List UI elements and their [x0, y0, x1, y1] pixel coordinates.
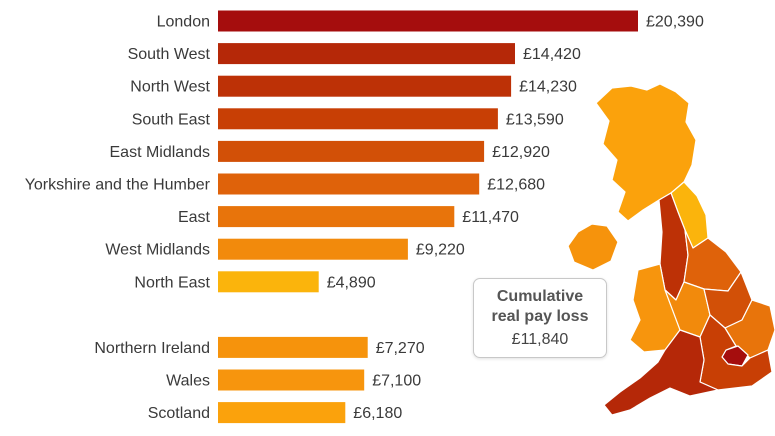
category-label: West Midlands: [105, 242, 210, 259]
callout-value: £11,840: [511, 331, 569, 348]
category-label: East: [178, 209, 211, 226]
category-label: London: [157, 14, 210, 31]
cumulative-pay-loss-callout: Cumulative real pay loss £11,840: [473, 278, 607, 358]
value-label: £6,180: [353, 405, 402, 422]
bar: [218, 43, 515, 65]
value-label: £20,390: [646, 14, 704, 31]
value-label: £14,420: [523, 46, 581, 63]
map-region-northern-ireland: [567, 223, 619, 271]
bar: [218, 369, 365, 391]
value-label: £7,100: [372, 373, 421, 390]
category-label: South East: [132, 111, 211, 128]
bar: [218, 271, 319, 293]
bar: [218, 75, 512, 97]
value-label: £12,920: [492, 144, 550, 161]
map-region-south-west: [603, 329, 719, 416]
bar: [218, 336, 368, 358]
callout-title: Cumulative real pay loss: [491, 288, 589, 325]
bar: [218, 108, 498, 130]
category-label: Northern Ireland: [94, 340, 210, 357]
value-label: £4,890: [327, 274, 376, 291]
bar: [218, 10, 638, 32]
category-label: North East: [134, 274, 210, 291]
category-label: North West: [130, 79, 210, 96]
category-label: Yorkshire and the Humber: [25, 177, 211, 194]
value-label: £12,680: [487, 177, 545, 194]
category-label: South West: [128, 46, 211, 63]
category-label: Scotland: [148, 405, 210, 422]
bar: [218, 140, 485, 162]
bar: [218, 402, 346, 424]
uk-map: [567, 83, 775, 416]
bar: [218, 238, 408, 260]
bar: [218, 206, 455, 228]
category-label: Wales: [166, 373, 210, 390]
value-label: £9,220: [416, 242, 465, 259]
value-label: £7,270: [376, 340, 425, 357]
value-label: £11,470: [462, 209, 519, 226]
bar-series: London £20,390 South West £14,420 North West…: [25, 10, 704, 424]
category-label: East Midlands: [110, 144, 211, 161]
value-label: £13,590: [506, 111, 564, 128]
value-label: £14,230: [519, 79, 577, 96]
bar: [218, 173, 480, 195]
